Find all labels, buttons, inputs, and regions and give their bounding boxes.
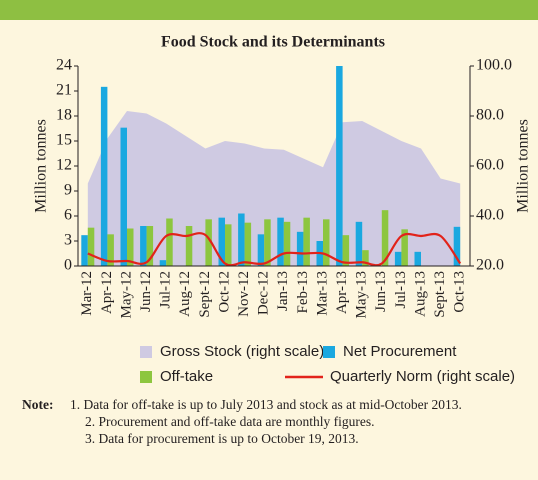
bar [355, 221, 363, 266]
notes: Note: 1. Data for off-take is up to July… [22, 396, 527, 447]
x-tick-label: Sept-13 [432, 271, 448, 318]
header-bar [0, 0, 538, 20]
x-tick-label: May-12 [118, 271, 134, 319]
legend-swatch [140, 371, 152, 383]
bar [323, 219, 330, 266]
bar [166, 218, 173, 266]
x-tick-label: Sept-12 [197, 271, 213, 318]
bar [238, 213, 245, 266]
x-tick-label: Jun-13 [373, 271, 389, 312]
x-tick-label: Dec-12 [256, 271, 272, 315]
y-tick-label: 3 [64, 232, 72, 249]
bar [342, 235, 350, 266]
y-tick-label: 18 [56, 107, 72, 124]
note-item: 3. Data for procurement is up to October… [85, 431, 359, 446]
y2-tick-label: 80.0 [476, 107, 504, 124]
y2-axis-label: Million tonnes [515, 119, 532, 213]
x-tick-label: Mar-12 [79, 271, 95, 316]
y-tick-label: 9 [64, 182, 72, 199]
bar [283, 221, 291, 266]
y-tick-label: 24 [56, 57, 72, 74]
bar [401, 229, 408, 266]
note-item: 1. Data for off-take is up to July 2013 … [70, 397, 462, 412]
y-tick-label: 0 [64, 257, 72, 274]
x-tick-label: Mar-13 [314, 271, 330, 316]
bar [362, 250, 369, 266]
bar [146, 226, 154, 266]
legend-swatch [323, 346, 335, 358]
y-tick-label: 15 [56, 132, 72, 149]
chart: Food Stock and its Determinants Million … [33, 34, 532, 385]
bar [218, 217, 225, 266]
bar [159, 260, 167, 266]
area [87, 111, 461, 266]
x-tick-label: Apr-12 [99, 271, 115, 314]
x-tick-label: Nov-12 [236, 271, 252, 317]
legend-swatch [140, 346, 152, 358]
note-item: 2. Procurement and off-take data are mon… [85, 414, 375, 429]
bar [100, 86, 108, 266]
y-tick-label: 6 [64, 207, 72, 224]
x-tick-label: Oct-12 [216, 271, 232, 313]
bar [277, 217, 284, 266]
x-tick-label: May-13 [354, 271, 370, 319]
bar [205, 219, 212, 266]
bar [303, 217, 310, 266]
bar [264, 219, 271, 266]
y2-tick-label: 60.0 [476, 157, 504, 174]
bar [381, 210, 389, 266]
bar [107, 234, 114, 266]
line [87, 232, 462, 267]
bar [225, 224, 232, 266]
bar [296, 231, 304, 266]
x-tick-label: Feb-13 [295, 271, 311, 314]
bar [244, 222, 252, 266]
x-tick-label: Oct-13 [452, 271, 468, 313]
legend-label: Gross Stock (right scale) [160, 343, 324, 360]
x-tick-label: Jul-12 [158, 271, 174, 309]
notes-label: Note: [22, 397, 54, 412]
y-axis-label: Million tonnes [33, 119, 50, 213]
x-tick-label: Jun-12 [138, 271, 154, 312]
x-tick-label: Aug-13 [412, 271, 428, 317]
y-tick-label: 21 [56, 82, 72, 99]
legend-label: Net Procurement [343, 343, 457, 360]
bar [414, 251, 421, 266]
x-tick-label: Apr-13 [334, 271, 350, 314]
y2-tick-label: 100.0 [476, 57, 512, 74]
bar [81, 235, 88, 266]
x-tick-label: Jul-13 [393, 271, 409, 309]
bar [127, 228, 134, 266]
bar [87, 227, 95, 266]
x-tick-label: Jan-13 [275, 271, 291, 311]
bar [394, 251, 402, 266]
bar [140, 226, 147, 266]
bar [185, 226, 193, 266]
bar [120, 127, 127, 267]
bar [336, 66, 343, 266]
chart-title: Food Stock and its Determinants [161, 34, 385, 51]
y2-tick-label: 20.0 [476, 257, 504, 274]
legend-label: Quarterly Norm (right scale) [330, 368, 515, 385]
legend-label: Off-take [160, 368, 213, 385]
y2-tick-label: 40.0 [476, 207, 504, 224]
y-tick-label: 12 [56, 157, 72, 174]
bar [453, 226, 461, 266]
bar [257, 234, 265, 266]
x-tick-label: Aug-12 [177, 271, 193, 317]
